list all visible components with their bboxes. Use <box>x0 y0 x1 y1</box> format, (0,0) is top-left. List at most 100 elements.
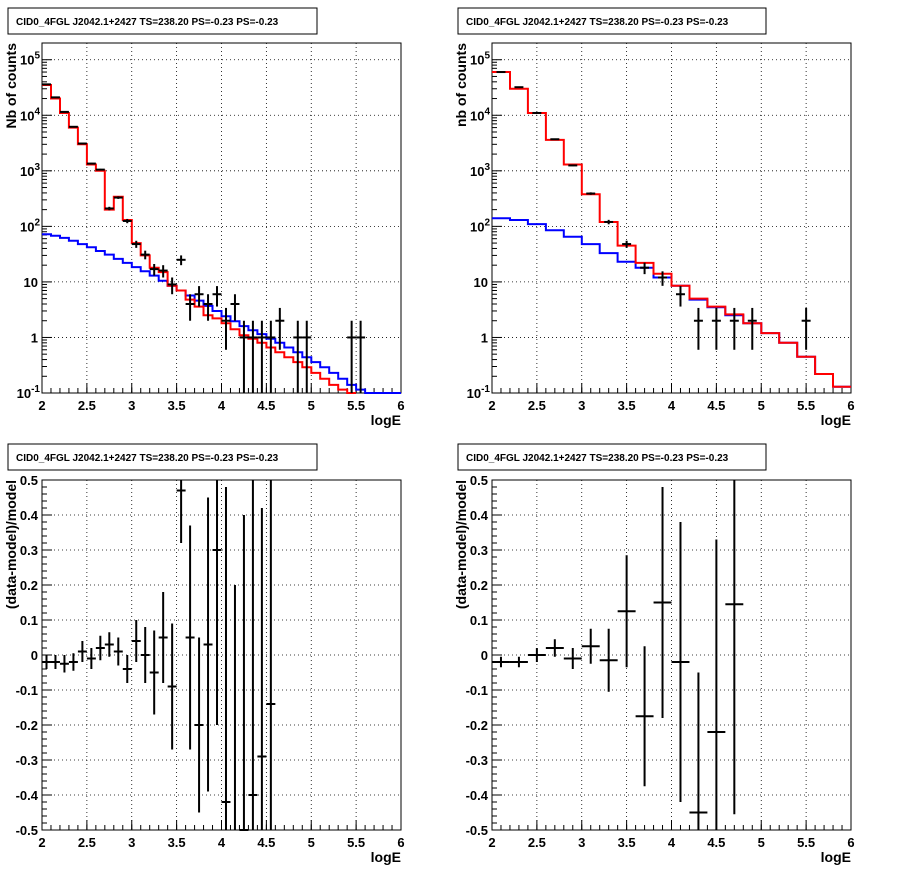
data-point <box>86 162 96 165</box>
x-tick-label: 2 <box>488 835 495 850</box>
x-tick-label: 2.5 <box>528 398 546 413</box>
y-tick-label: 0.4 <box>470 508 489 523</box>
y-tick-label: 0.1 <box>470 613 488 628</box>
data-point <box>95 168 105 171</box>
x-tick-label: 4 <box>668 398 676 413</box>
y-tick-label: -0.5 <box>466 823 488 838</box>
data-point <box>131 240 141 248</box>
data-point <box>113 637 123 666</box>
data-point <box>689 672 708 830</box>
data-point <box>653 487 672 718</box>
title-box <box>457 7 767 35</box>
data-point <box>527 648 546 662</box>
y-tick-label: -0.2 <box>16 718 38 733</box>
data-point <box>158 265 168 278</box>
x-tick-label: 5.5 <box>347 398 365 413</box>
data-point <box>149 630 159 715</box>
data-point <box>604 219 614 225</box>
y-tick-label: -0.4 <box>466 788 489 803</box>
data-point <box>104 632 114 657</box>
data-point <box>550 138 560 141</box>
data-point <box>563 648 582 669</box>
x-tick-label: 6 <box>847 835 854 850</box>
data-point <box>801 307 811 350</box>
x-tick-label: 3.5 <box>618 835 636 850</box>
y-tick-label: 1 <box>31 330 38 345</box>
chart-title: CID0_4FGL J2042.1+2427 TS=238.20 PS=-0.2… <box>466 453 729 464</box>
x-axis-label: logE <box>821 412 851 428</box>
data-point <box>104 206 114 211</box>
x-tick-label: 5 <box>758 835 765 850</box>
x-tick-label: 5 <box>308 835 315 850</box>
y-tick-label: 103 <box>20 162 40 179</box>
data-point <box>356 320 366 393</box>
x-axis-label: logE <box>371 849 401 865</box>
data-point <box>185 525 195 750</box>
data-point <box>140 250 150 260</box>
model-total-histogram <box>42 84 357 394</box>
data-point <box>675 286 685 307</box>
y-tick-label: -0.3 <box>466 753 488 768</box>
data-point <box>77 142 87 145</box>
data-point <box>693 307 703 350</box>
data-point <box>257 320 267 393</box>
chart-title: CID0_4FGL J2042.1+2427 TS=238.20 PS=-0.2… <box>16 17 279 28</box>
y-axis-label: nb of counts <box>453 43 469 127</box>
y-tick-label: -0.3 <box>16 753 38 768</box>
data-point <box>266 320 276 393</box>
y-tick-label: 0.3 <box>20 543 38 558</box>
y-tick-label: -0.1 <box>16 683 38 698</box>
x-tick-label: 3 <box>578 835 585 850</box>
x-tick-label: 6 <box>847 398 854 413</box>
y-tick-label: 0.2 <box>20 578 38 593</box>
data-point <box>725 480 744 815</box>
x-tick-label: 4.5 <box>257 835 275 850</box>
y-tick-label: 0.3 <box>470 543 488 558</box>
data-point <box>492 656 510 668</box>
y-tick-label: -0.5 <box>16 823 38 838</box>
y-tick-label: 1 <box>481 330 488 345</box>
x-tick-label: 3.5 <box>168 398 186 413</box>
y-tick-label: -0.2 <box>466 718 488 733</box>
plot-panel-1: CID0_4FGL J2042.1+2427 TS=238.20 PS=-0.2… <box>3 7 405 428</box>
plot-panel-2: CID0_4FGL J2042.1+2427 TS=238.20 PS=-0.2… <box>453 7 855 428</box>
data-point <box>42 655 51 669</box>
y-tick-label: 103 <box>470 162 490 179</box>
x-tick-label: 3.5 <box>168 835 186 850</box>
data-point <box>747 307 757 350</box>
data-point <box>586 192 596 195</box>
title-box <box>457 443 767 471</box>
data-point <box>729 307 739 350</box>
y-tick-label: 102 <box>470 217 490 234</box>
chart-title: CID0_4FGL J2042.1+2427 TS=238.20 PS=-0.2… <box>16 453 279 464</box>
y-tick-label: 105 <box>20 51 40 68</box>
x-tick-label: 5.5 <box>797 835 815 850</box>
data-point <box>275 307 285 350</box>
x-tick-label: 3.5 <box>618 398 636 413</box>
x-tick-label: 4 <box>218 398 226 413</box>
data-point <box>86 648 96 669</box>
data-point <box>131 620 141 662</box>
x-tick-label: 2 <box>38 835 45 850</box>
x-axis-label: logE <box>821 849 851 865</box>
data-point <box>230 294 240 321</box>
y-tick-label: -0.4 <box>16 788 39 803</box>
data-point <box>122 655 132 683</box>
model-component-histogram <box>42 233 401 394</box>
x-tick-label: 3 <box>128 398 135 413</box>
y-tick-label: 102 <box>20 217 40 234</box>
data-point <box>248 480 258 830</box>
y-tick-label: 10 <box>474 275 488 290</box>
data-point <box>640 262 650 275</box>
data-point <box>239 515 249 831</box>
data-point <box>617 555 636 668</box>
data-point <box>50 655 60 669</box>
data-point <box>59 655 69 673</box>
data-point <box>257 508 267 830</box>
data-point <box>509 656 528 668</box>
data-point <box>711 307 721 350</box>
plot-panel-4: CID0_4FGL J2042.1+2427 TS=238.20 PS=-0.2… <box>453 443 855 865</box>
x-tick-label: 6 <box>397 835 404 850</box>
data-point <box>68 125 78 128</box>
